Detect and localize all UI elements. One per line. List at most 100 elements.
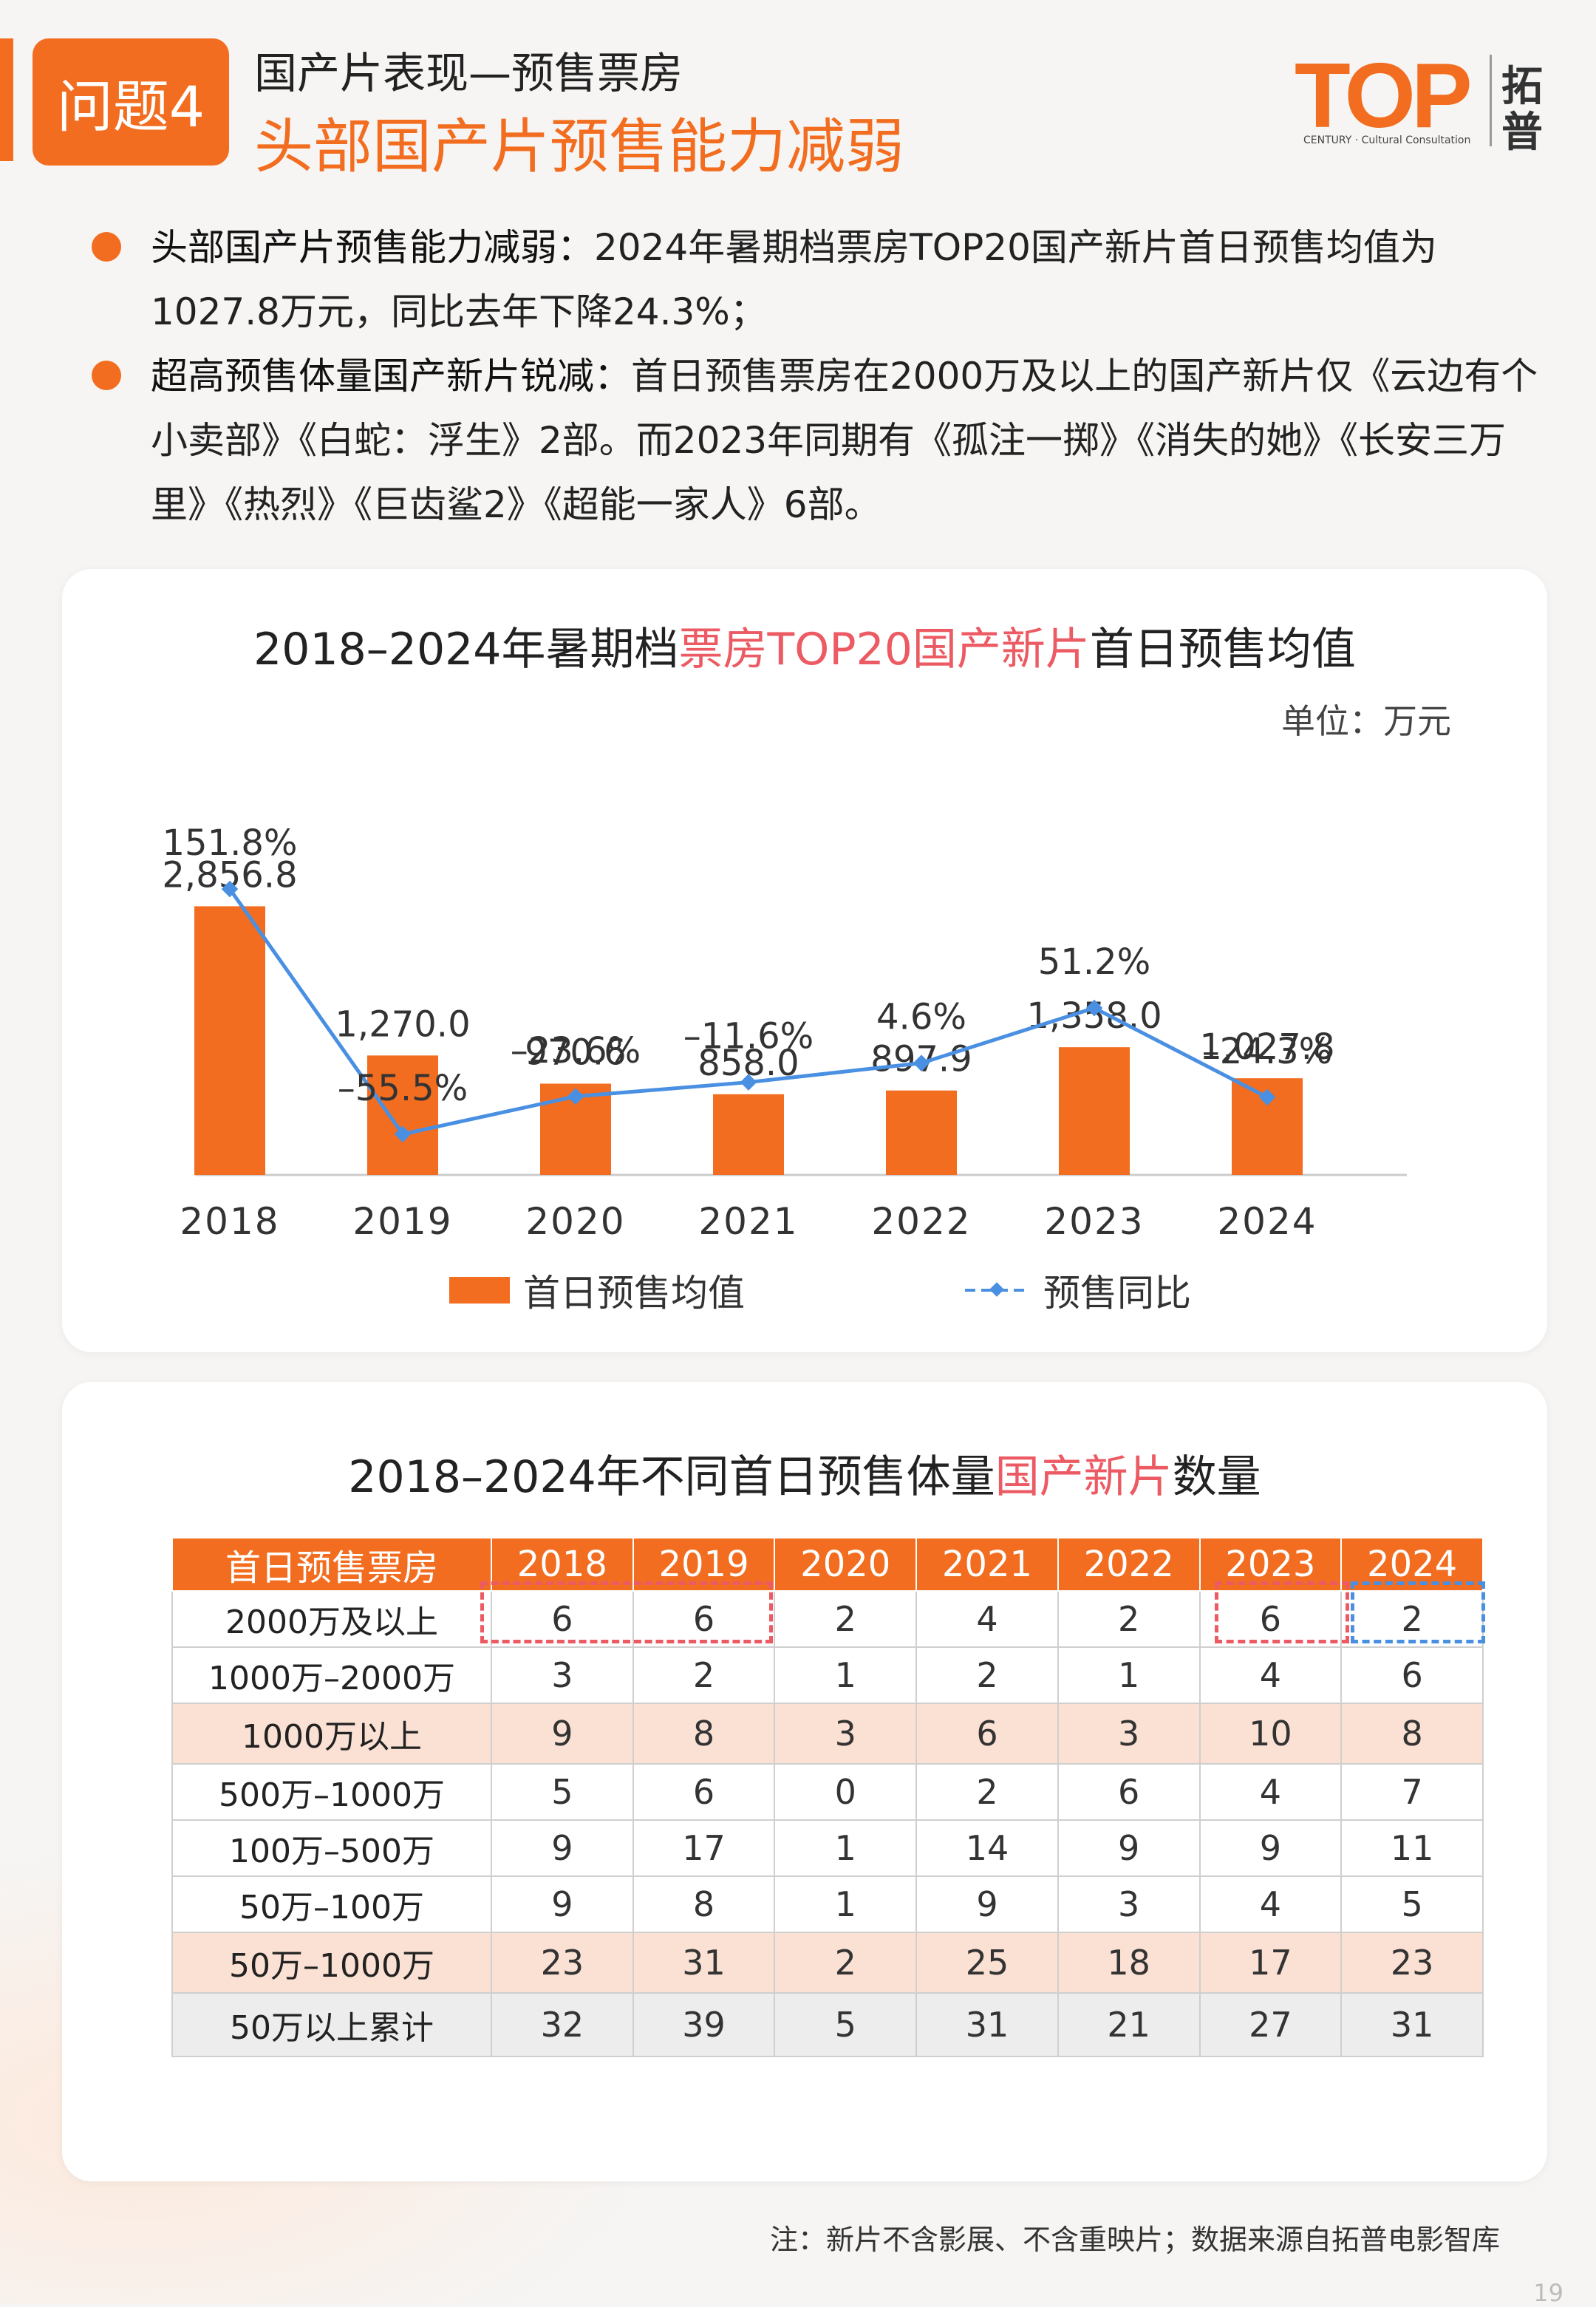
yoy-label: 4.6% <box>876 997 966 1038</box>
table-cell: 1 <box>774 1875 918 1933</box>
table-cell: 23 <box>1340 1932 1484 1994</box>
table-cell: 2 <box>1340 1590 1484 1648</box>
table-cell: 9 <box>1198 1819 1343 1877</box>
table-cell: 5 <box>491 1763 634 1821</box>
table-cell: 1 <box>774 1646 918 1704</box>
yoy-point <box>567 1088 584 1105</box>
table-row: 2000万及以上 6 6 2 4 2 6 2 <box>171 1590 1484 1648</box>
bullet-dot-icon <box>92 232 121 262</box>
row-label: 100万–500万 <box>171 1819 492 1877</box>
table-cell: 4 <box>1198 1875 1343 1933</box>
bullet-text: 首日预售票房在2000万及以上的国产新片仅《云边有个小卖部》《白蛇：浮生》2部。… <box>151 355 1538 526</box>
table-cell: 2 <box>774 1590 918 1648</box>
row-label: 500万–1000万 <box>171 1763 492 1821</box>
table-cell: 6 <box>491 1590 634 1648</box>
table-cell: 8 <box>632 1875 776 1933</box>
table-cell: 8 <box>1340 1703 1484 1765</box>
legend-bar-label: 首日预售均值 <box>523 1272 745 1315</box>
table-row: 50万以上累计 32 39 5 31 21 27 31 <box>171 1992 1484 2057</box>
table-cell: 17 <box>1198 1932 1343 1994</box>
row-label: 1000万–2000万 <box>171 1646 492 1704</box>
row-label: 1000万以上 <box>171 1703 492 1765</box>
table-cell: 6 <box>1198 1590 1343 1648</box>
bullet-lead: 超高预售体量国产新片锐减： <box>151 355 631 398</box>
table-cell: 7 <box>1340 1763 1484 1821</box>
table-cell: 25 <box>915 1932 1059 1994</box>
yoy-label: –55.5% <box>338 1068 468 1109</box>
row-label: 50万–1000万 <box>171 1932 492 1994</box>
x-tick-label: 2018 <box>180 1200 279 1243</box>
column-header-year: 2022 <box>1057 1537 1201 1592</box>
table-cell: 32 <box>491 1992 634 2057</box>
table-cell: 21 <box>1057 1992 1201 2057</box>
bar-value-label: 970.6 <box>525 1032 626 1073</box>
bar-2018 <box>194 906 265 1175</box>
table-title: 2018–2024年不同首日预售体量国产新片数量 <box>62 1441 1547 1505</box>
page-subtitle: 国产片表现—预售票房 <box>254 48 683 98</box>
table-cell: 11 <box>1340 1819 1484 1877</box>
table-cell: 6 <box>632 1763 776 1821</box>
x-tick-label: 2024 <box>1217 1200 1317 1243</box>
table-cell: 23 <box>491 1932 634 1994</box>
table-cell: 5 <box>1340 1875 1484 1933</box>
table-title-post: 数量 <box>1172 1451 1261 1503</box>
bullet-item: 超高预售体量国产新片锐减：首日预售票房在2000万及以上的国产新片仅《云边有个小… <box>77 344 1540 537</box>
footer-note: 注：新片不含影展、不含重映片；数据来源自拓普电影智库 <box>769 2223 1500 2256</box>
table-cell: 10 <box>1198 1703 1343 1765</box>
table-title-highlight: 国产新片 <box>995 1451 1173 1503</box>
table-cell: 0 <box>774 1763 918 1821</box>
table-row: 50万–100万 9 8 1 9 3 4 5 <box>171 1875 1484 1933</box>
bar-2022 <box>886 1090 957 1175</box>
highlight-box-2023 <box>1215 1581 1349 1643</box>
presale-table-card: 2018–2024年不同首日预售体量国产新片数量 首日预售票房 2018 2019 2… <box>62 1382 1547 2181</box>
bullet-lead: 头部国产片预售能力减弱： <box>151 226 594 269</box>
table-cell: 2 <box>774 1932 918 1994</box>
bullet-text: 2024年暑期档票房TOP20国产新片首日预售均值为1027.8万元，同比去年下… <box>151 226 1437 333</box>
table-cell: 31 <box>915 1992 1059 2057</box>
chart-title-highlight: 票房TOP20国产新片 <box>678 624 1090 675</box>
bar-2019 <box>367 1055 438 1175</box>
bar-2021 <box>713 1094 784 1175</box>
logo-cn-top: 拓 <box>1501 63 1543 111</box>
table-title-pre: 2018–2024年不同首日预售体量 <box>348 1451 995 1503</box>
table-cell: 4 <box>1198 1763 1343 1821</box>
yoy-label: –11.6% <box>683 1016 814 1057</box>
table-cell: 6 <box>1057 1763 1201 1821</box>
table-cell: 9 <box>1057 1819 1201 1877</box>
legend-bar: 首日预售均值 <box>449 1264 745 1317</box>
table-cell: 17 <box>632 1819 776 1877</box>
bar-value-label: 1,270.0 <box>335 1003 470 1045</box>
logo-mark: TOP <box>1295 45 1473 147</box>
column-header-tier: 首日预售票房 <box>171 1537 492 1592</box>
x-tick-label: 2022 <box>871 1200 971 1243</box>
table-row: 1000万以上 9 8 3 6 3 10 8 <box>171 1703 1484 1765</box>
table-cell: 31 <box>1340 1992 1484 2057</box>
legend-bar-swatch <box>449 1277 510 1304</box>
table-cell: 5 <box>774 1992 918 2057</box>
table-cell: 14 <box>915 1819 1059 1877</box>
highlight-box-2024 <box>1351 1581 1485 1643</box>
row-label: 2000万及以上 <box>171 1590 492 1648</box>
table-cell: 1 <box>774 1819 918 1877</box>
summary-bullets: 头部国产片预售能力减弱：2024年暑期档票房TOP20国产新片首日预售均值为10… <box>77 216 1540 537</box>
chart-title-post: 首日预售均值 <box>1089 624 1356 675</box>
bullet-item: 头部国产片预售能力减弱：2024年暑期档票房TOP20国产新片首日预售均值为10… <box>77 216 1540 344</box>
top-logo: TOP CENTURY · Cultural Consultation 拓 普 <box>1295 45 1561 157</box>
table-cell: 3 <box>491 1646 634 1704</box>
x-tick-label: 2023 <box>1044 1200 1144 1243</box>
page-number: 19 <box>1533 2279 1563 2307</box>
table-cell: 9 <box>491 1819 634 1877</box>
x-tick-label: 2019 <box>352 1200 452 1243</box>
chart-unit: 单位：万元 <box>1281 701 1451 741</box>
column-header-year: 2020 <box>774 1537 918 1592</box>
table-cell: 39 <box>632 1992 776 2057</box>
yoy-point <box>394 1125 412 1143</box>
legend-line-swatch <box>965 1282 1030 1297</box>
row-label: 50万以上累计 <box>171 1992 492 2057</box>
table-cell: 6 <box>915 1703 1059 1765</box>
table-row: 50万–1000万 23 31 2 25 18 17 23 <box>171 1932 1484 1994</box>
table-cell: 2 <box>915 1646 1059 1704</box>
combo-chart: 2,856.820181,270.02019970.62020858.02021… <box>162 822 1407 1243</box>
accent-side-bar <box>0 38 13 161</box>
legend-line-label: 预售同比 <box>1043 1272 1191 1315</box>
